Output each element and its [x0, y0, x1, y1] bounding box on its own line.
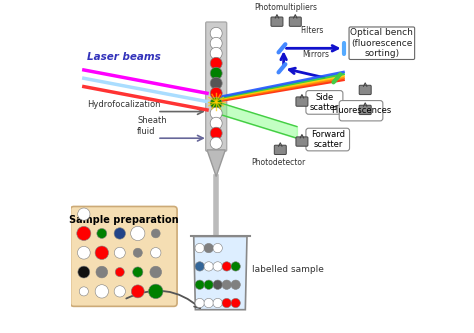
Circle shape: [78, 266, 90, 278]
Circle shape: [195, 262, 204, 271]
Circle shape: [195, 298, 204, 308]
Circle shape: [150, 266, 162, 278]
Circle shape: [210, 47, 222, 59]
Circle shape: [114, 228, 126, 239]
FancyBboxPatch shape: [296, 137, 308, 146]
Circle shape: [213, 243, 222, 253]
Text: Optical bench
(fluorescence
sorting): Optical bench (fluorescence sorting): [350, 28, 413, 58]
FancyBboxPatch shape: [296, 97, 308, 106]
Text: Fluorescences: Fluorescences: [331, 106, 392, 115]
FancyBboxPatch shape: [206, 22, 227, 151]
Circle shape: [204, 262, 213, 271]
Circle shape: [133, 267, 143, 277]
Text: labelled sample: labelled sample: [252, 265, 324, 274]
Circle shape: [148, 284, 163, 299]
Circle shape: [210, 137, 222, 149]
Polygon shape: [207, 150, 225, 176]
Circle shape: [77, 226, 91, 240]
Circle shape: [210, 77, 222, 89]
Circle shape: [210, 87, 222, 99]
Text: Photomultipliers: Photomultipliers: [254, 3, 317, 12]
Circle shape: [195, 243, 204, 253]
Circle shape: [195, 280, 204, 289]
Circle shape: [210, 127, 222, 139]
Circle shape: [213, 280, 222, 289]
Circle shape: [210, 27, 222, 39]
Circle shape: [151, 247, 161, 258]
Text: Photodetector: Photodetector: [252, 158, 306, 167]
Text: Laser beams: Laser beams: [87, 52, 161, 62]
Circle shape: [231, 262, 240, 271]
Circle shape: [231, 298, 240, 308]
Circle shape: [213, 298, 222, 308]
Circle shape: [210, 107, 222, 119]
Circle shape: [213, 262, 222, 271]
Text: Side
scatter: Side scatter: [310, 93, 339, 112]
FancyBboxPatch shape: [306, 128, 349, 151]
Circle shape: [204, 298, 213, 308]
Circle shape: [222, 280, 231, 289]
Circle shape: [204, 243, 213, 253]
Circle shape: [222, 262, 231, 271]
Circle shape: [95, 246, 109, 259]
Text: Sample preparation: Sample preparation: [69, 215, 179, 225]
Circle shape: [151, 229, 160, 238]
Circle shape: [115, 267, 124, 277]
FancyBboxPatch shape: [306, 91, 343, 114]
Text: Hydrofocalization: Hydrofocalization: [87, 100, 160, 109]
Circle shape: [131, 226, 145, 240]
Circle shape: [210, 37, 222, 49]
Text: Sheath
fluid: Sheath fluid: [137, 117, 167, 136]
FancyBboxPatch shape: [289, 17, 301, 26]
Circle shape: [133, 248, 142, 257]
Circle shape: [77, 246, 90, 259]
Circle shape: [114, 247, 125, 258]
Circle shape: [114, 286, 126, 297]
Circle shape: [97, 228, 107, 238]
Circle shape: [210, 67, 222, 79]
FancyBboxPatch shape: [71, 206, 177, 306]
FancyBboxPatch shape: [359, 85, 371, 95]
Text: Filters: Filters: [300, 26, 324, 35]
Circle shape: [231, 280, 240, 289]
FancyBboxPatch shape: [359, 105, 371, 115]
Circle shape: [96, 266, 108, 278]
Text: Forward
scatter: Forward scatter: [311, 130, 345, 149]
Circle shape: [210, 97, 222, 109]
Circle shape: [79, 287, 88, 296]
Circle shape: [95, 285, 109, 298]
Text: Mirrors: Mirrors: [302, 50, 329, 59]
FancyBboxPatch shape: [271, 17, 283, 26]
Circle shape: [78, 208, 90, 220]
Circle shape: [210, 57, 222, 69]
FancyBboxPatch shape: [274, 145, 286, 155]
Circle shape: [210, 117, 222, 129]
Circle shape: [222, 298, 231, 308]
FancyBboxPatch shape: [339, 101, 383, 121]
Polygon shape: [194, 236, 247, 310]
Circle shape: [204, 280, 213, 289]
Circle shape: [131, 285, 144, 298]
